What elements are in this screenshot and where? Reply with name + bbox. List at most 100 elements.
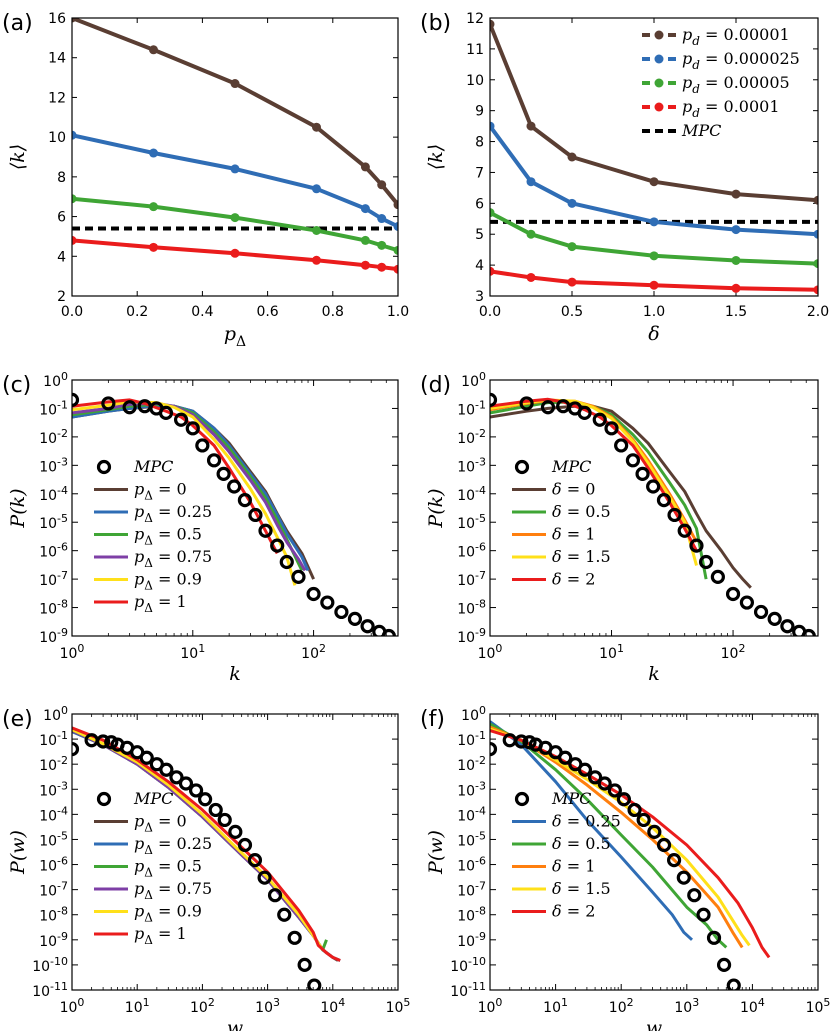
- series-line: [72, 402, 304, 572]
- series-point: [72, 130, 77, 140]
- y-tick-label: 10-2: [39, 754, 68, 774]
- series-point: [813, 285, 818, 295]
- series-p-d-0-000025: [490, 121, 818, 239]
- legend-label: MPC: [551, 789, 591, 808]
- series-point: [230, 248, 240, 258]
- legend-item-p-delta-1: pΔ = 1: [94, 592, 187, 615]
- x-tick-label: 101: [599, 642, 624, 662]
- mpc-point: [687, 888, 702, 903]
- x-tick-label: 0.0: [479, 304, 501, 320]
- x-tick-label: 100: [478, 642, 503, 662]
- mpc-point: [667, 507, 682, 523]
- mpc-point: [540, 400, 556, 415]
- mpc-point: [647, 824, 662, 840]
- series-point: [149, 148, 158, 158]
- series-mpc: [490, 733, 741, 990]
- ticks: 0.0 0.2 0.4 0.6 0.8 1.0 2 4 6 8 10 12 14 16: [48, 11, 409, 320]
- series-point: [72, 235, 77, 245]
- mpc-point: [725, 586, 741, 602]
- series-line: [72, 728, 324, 951]
- legend-item-p-d-0-000025: pd = 0.000025: [642, 49, 800, 72]
- mpc-point: [277, 907, 292, 922]
- series-point: [377, 180, 387, 190]
- x-tick-label: 101: [125, 996, 150, 1016]
- series-mpc: [72, 733, 322, 990]
- series-point: [230, 213, 240, 223]
- axes-frame: [71, 713, 399, 991]
- legend-item-delta-0-25: δ = 0.25: [512, 812, 621, 831]
- panel-label: (a): [2, 11, 33, 36]
- series-line: [490, 720, 694, 941]
- series-point: [230, 79, 240, 89]
- series-point: [149, 202, 158, 212]
- x-tick-label: 0.6: [256, 304, 278, 320]
- mpc-point: [627, 802, 642, 818]
- mpc-point: [320, 595, 335, 610]
- series-point: [490, 208, 495, 218]
- plot-area: [490, 720, 771, 990]
- legend-item-p-delta-0-75: pΔ = 0.75: [94, 879, 212, 902]
- legend-swatch: [514, 459, 530, 475]
- panel-e: (e) 100 101 102 103 104 105 100 10-1 10-2 10-3 10-4…: [2, 704, 410, 1031]
- legend-label: δ = 2: [552, 570, 595, 589]
- x-axis-label: w: [227, 1017, 243, 1031]
- mpc-point: [753, 604, 769, 620]
- panel-label: (c): [2, 373, 31, 398]
- legend-label: pΔ = 0: [134, 812, 187, 835]
- series-point: [393, 245, 398, 255]
- series-point: [312, 255, 321, 265]
- mpc-point: [710, 569, 725, 584]
- legend-label: pΔ = 0.9: [134, 902, 202, 925]
- y-tick-label: 10-1: [39, 729, 68, 749]
- y-tick-label: 10-9: [39, 930, 68, 950]
- y-tick-label: 7: [475, 165, 484, 181]
- legend-swatch: [514, 791, 530, 807]
- y-tick-label: 12: [48, 90, 66, 106]
- x-tick-label: 1.5: [725, 304, 747, 320]
- axes-frame: [489, 17, 819, 297]
- y-tick-label: 100: [43, 370, 68, 390]
- series-point: [360, 162, 370, 172]
- series-line: [490, 210, 818, 266]
- x-tick-label: 102: [301, 642, 326, 662]
- legend-label: δ = 0.25: [552, 812, 621, 831]
- legend-label: pΔ = 0.9: [134, 570, 202, 593]
- y-tick-label: 3: [475, 289, 484, 305]
- legend-label: pΔ = 1: [134, 924, 187, 947]
- x-tick-label: 103: [255, 996, 280, 1016]
- mpc-point: [291, 569, 306, 584]
- x-tick-label: 0.8: [322, 304, 344, 320]
- x-tick-label: 100: [60, 642, 85, 662]
- x-tick-label: 103: [674, 996, 699, 1016]
- mpc-point: [195, 438, 210, 453]
- plot-area: [490, 392, 816, 636]
- legend-item-p-delta-0: pΔ = 0: [94, 812, 187, 835]
- legend-label: pΔ = 0.25: [134, 834, 212, 857]
- legend: MPC δ = 0.25 δ = 0.5 δ = 1 δ = 1.5 δ = 2: [512, 789, 621, 921]
- mpc-point: [577, 405, 592, 420]
- legend-label: δ = 1: [552, 857, 595, 876]
- x-tick-label: 0.4: [191, 304, 213, 320]
- x-tick-label: 101: [180, 642, 205, 662]
- series-point: [360, 204, 370, 214]
- legend-item-mpc: MPC: [642, 121, 721, 140]
- x-tick-label: 104: [320, 996, 345, 1016]
- mpc-point: [767, 611, 782, 626]
- legend-swatch-marker: [654, 30, 664, 40]
- mpc-point: [247, 853, 263, 868]
- panel-f: (f) 100 101 102 103 104 105 100 10-1 10-2 10-3 10-4…: [420, 704, 830, 1031]
- panel-b: (b) 0.0 0.5 1.0 1.5 2.0 3 4 5 6 7 8 9 10 11 12 δ ⟨k⟩ pd = …: [420, 11, 829, 345]
- y-tick-label: 10-5: [39, 829, 68, 849]
- legend-item-p-d-0-00001: pd = 0.00001: [642, 25, 790, 48]
- x-tick-label: 0.5: [561, 304, 583, 320]
- plot-area: [72, 18, 398, 274]
- mpc-point: [185, 421, 200, 436]
- mpc-point: [169, 770, 184, 785]
- y-tick-label: 8: [475, 135, 484, 151]
- x-tick-label: 1.0: [643, 304, 665, 320]
- legend-item-delta-0: δ = 0: [512, 480, 595, 499]
- x-tick-label: 2.0: [807, 304, 829, 320]
- mpc-point: [217, 812, 232, 828]
- y-tick-label: 10-6: [39, 541, 68, 561]
